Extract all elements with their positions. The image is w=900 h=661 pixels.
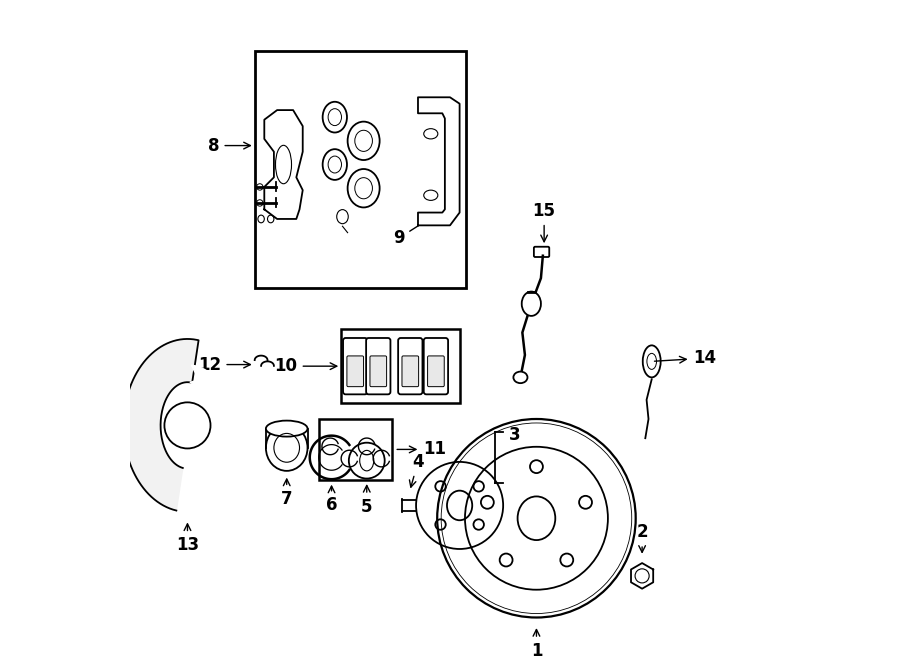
Ellipse shape [322,102,347,132]
Text: 5: 5 [361,485,373,516]
Polygon shape [418,97,460,225]
Ellipse shape [266,420,308,437]
Ellipse shape [522,292,541,316]
Ellipse shape [266,425,308,471]
Text: 9: 9 [393,218,430,247]
Text: 2: 2 [636,524,648,553]
Ellipse shape [322,149,347,180]
FancyBboxPatch shape [346,356,364,387]
FancyBboxPatch shape [424,338,448,395]
FancyBboxPatch shape [398,338,422,395]
FancyBboxPatch shape [255,51,466,288]
Text: 3: 3 [508,426,520,444]
FancyBboxPatch shape [428,356,445,387]
Text: 11: 11 [397,440,446,459]
Text: 14: 14 [654,349,716,367]
Text: 12: 12 [198,356,250,373]
FancyBboxPatch shape [366,338,391,395]
Ellipse shape [347,169,380,208]
Text: 10: 10 [274,357,337,375]
Text: 1: 1 [531,629,542,660]
Text: 4: 4 [410,453,424,487]
FancyBboxPatch shape [343,338,367,395]
FancyBboxPatch shape [402,356,418,387]
Polygon shape [123,339,199,510]
FancyBboxPatch shape [319,419,392,480]
Polygon shape [190,365,213,390]
Text: 8: 8 [208,137,250,155]
Ellipse shape [643,345,661,377]
Text: 13: 13 [176,524,199,554]
FancyBboxPatch shape [370,356,387,387]
Circle shape [165,403,211,448]
Ellipse shape [347,122,380,160]
FancyBboxPatch shape [534,247,549,257]
Text: 6: 6 [326,486,338,514]
Ellipse shape [275,145,292,184]
FancyBboxPatch shape [341,329,460,403]
Ellipse shape [513,371,527,383]
Text: 7: 7 [281,479,292,508]
Text: 15: 15 [533,202,555,242]
Polygon shape [265,110,302,219]
